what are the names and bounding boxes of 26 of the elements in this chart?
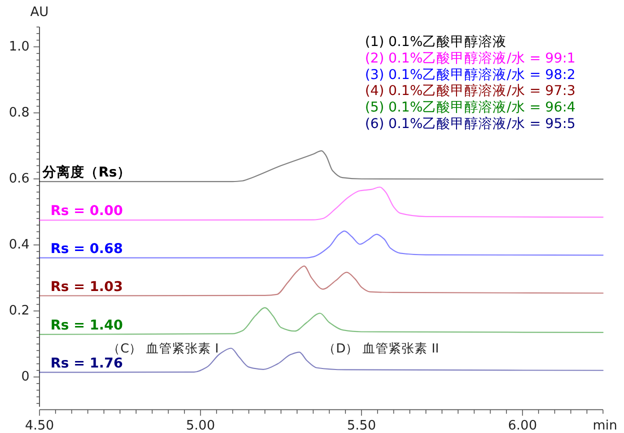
y-tick-label: 0 bbox=[21, 369, 30, 384]
text: (2) 0.1%乙酸甲醇溶液/水 = 99:1 bbox=[365, 50, 576, 66]
annotation: Rs = 1.76 bbox=[50, 355, 123, 372]
text: (1) 0.1%乙酸甲醇溶液 bbox=[365, 34, 507, 50]
y-tick-label: 0.2 bbox=[8, 303, 30, 318]
text: (6) 0.1%乙酸甲醇溶液/水 = 95:5 bbox=[365, 116, 576, 132]
annotation: （C） 血管紧张素 I bbox=[107, 340, 219, 356]
annotation: （D） 血管紧张素 II bbox=[323, 340, 439, 356]
annotation: Rs = 1.40 bbox=[50, 317, 123, 334]
y-tick-label: 1.0 bbox=[8, 39, 30, 54]
annotation: 分离度（Rs） bbox=[42, 164, 131, 181]
y-tick-label: 0.4 bbox=[8, 237, 30, 252]
y-tick-label: 0.8 bbox=[8, 105, 30, 120]
x-tick-label: 5.50 bbox=[347, 418, 376, 433]
x-tick-label: 4.50 bbox=[25, 418, 54, 433]
x-tick-label: 5.00 bbox=[186, 418, 215, 433]
x-tick-label: 6.00 bbox=[508, 418, 537, 433]
annotation: Rs = 0.00 bbox=[50, 203, 123, 220]
text: (3) 0.1%乙酸甲醇溶液/水 = 98:2 bbox=[365, 66, 576, 83]
annotation: Rs = 1.03 bbox=[50, 278, 123, 295]
y-tick-label: 0.6 bbox=[8, 171, 30, 186]
annotation: Rs = 0.68 bbox=[50, 240, 123, 257]
y-axis-title: AU bbox=[30, 5, 49, 20]
x-axis-title: min bbox=[592, 418, 618, 433]
text: (4) 0.1%乙酸甲醇溶液/水 = 97:3 bbox=[365, 83, 576, 100]
text: (5) 0.1%乙酸甲醇溶液/水 = 96:4 bbox=[365, 100, 576, 116]
